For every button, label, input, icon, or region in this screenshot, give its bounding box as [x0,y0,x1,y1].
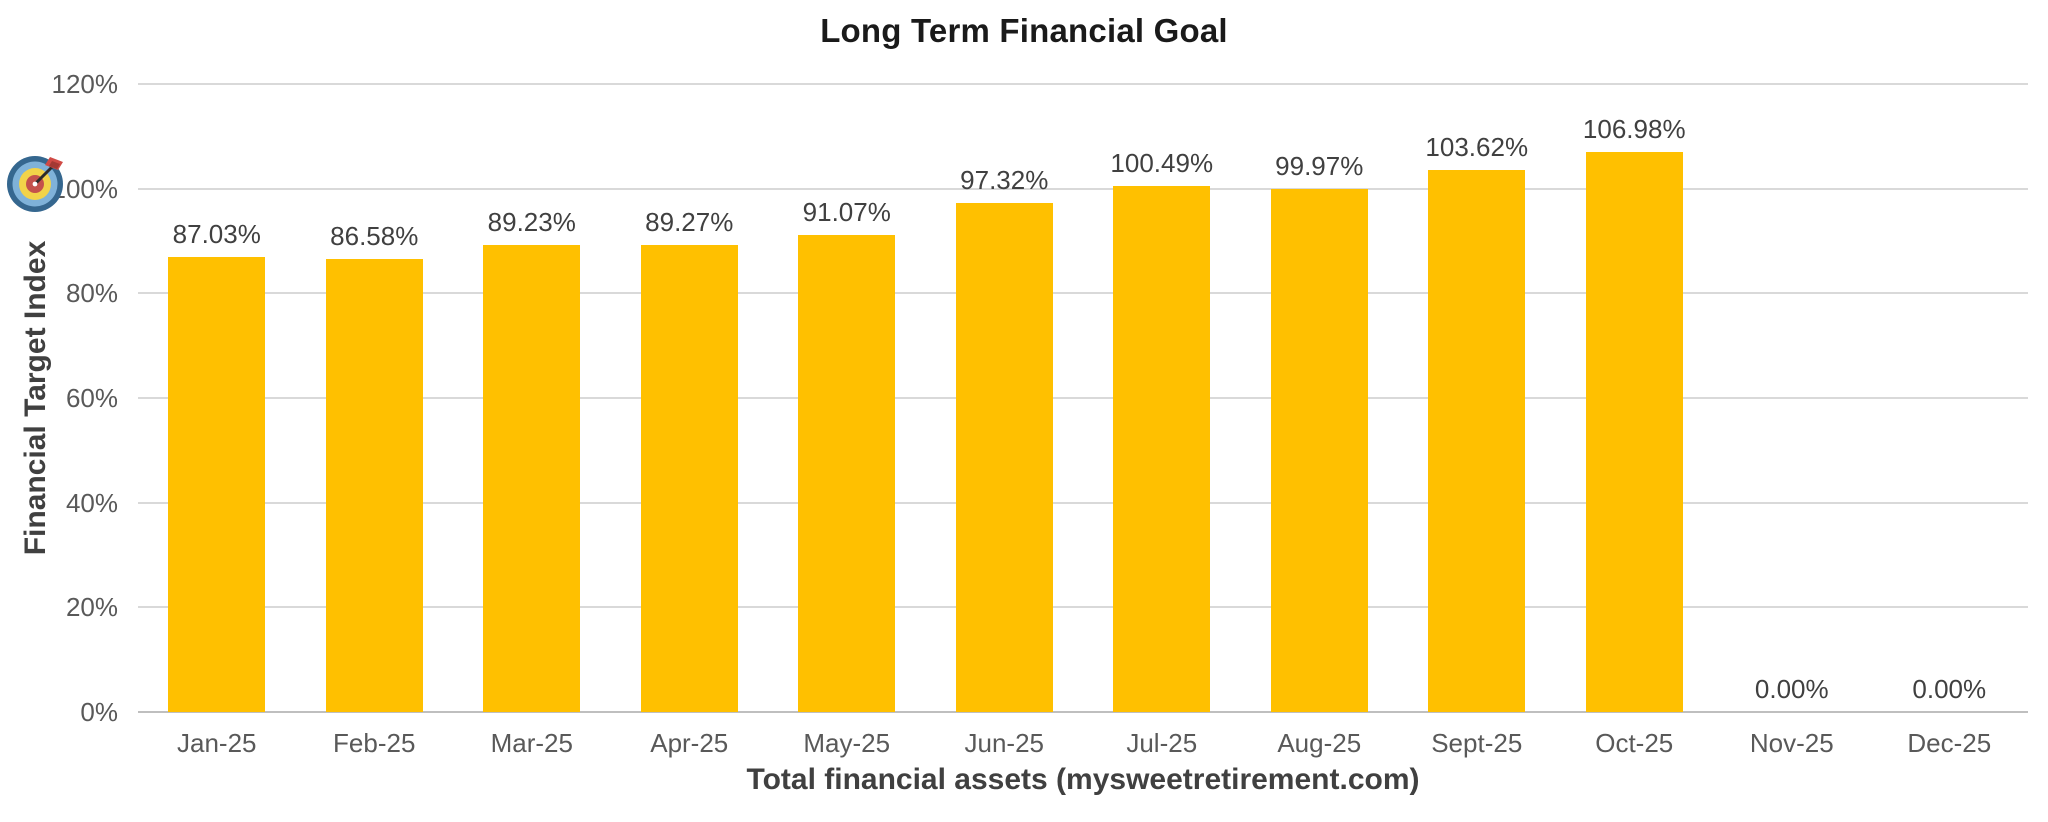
value-label-Dec-25: 0.00% [1912,674,1987,704]
x-tick-label-Aug-25: Aug-25 [1277,728,1362,758]
x-tick-label-May-25: May-25 [803,728,891,758]
gridline-40% [138,501,2028,504]
bar-Jun-25 [955,202,1053,712]
x-tick-label-Mar-25: Mar-25 [490,728,573,758]
y-tick-label-120%: 120% [51,69,119,99]
x-tick-label-Feb-25: Feb-25 [333,728,416,758]
x-tick-label-Jul-25: Jul-25 [1126,728,1198,758]
x-tick-label-Apr-25: Apr-25 [650,728,729,758]
value-label-Mar-25: 89.23% [487,207,576,238]
value-label-Feb-25: 86.58% [330,220,419,251]
x-tick-label-Jun-25: Jun-25 [964,728,1045,758]
bar-Jul-25 [1113,186,1211,712]
gridline-80% [138,292,2028,295]
y-tick-label-20%: 20% [65,592,118,623]
gridline-120% [138,83,2028,85]
y-tick-label-80%: 80% [65,278,118,309]
target-dartboard-icon [6,152,68,214]
bar-May-25 [798,235,896,712]
value-label-Jan-25: 87.03% [172,218,261,249]
x-tick-label-Oct-25: Oct-25 [1595,728,1674,758]
gridline-100% [138,187,2028,190]
x-tick-label-Dec-25: Dec-25 [1907,728,1992,758]
bar-Sept-25 [1428,169,1526,712]
value-label-Jun-25: 97.32% [960,164,1049,195]
chart-title: Long Term Financial Goal [820,12,1228,49]
value-label-Aug-25: 99.97% [1275,150,1364,181]
value-label-Apr-25: 89.27% [645,206,734,237]
gridline-20% [138,606,2028,609]
bar-Aug-25 [1270,188,1368,712]
bar-Feb-25 [325,258,423,712]
x-tick-label-Sept-25: Sept-25 [1431,728,1523,758]
x-axis-title: Total financial assets (mysweetretiremen… [746,763,1420,796]
value-label-Sept-25: 103.62% [1425,131,1529,162]
value-label-May-25: 91.07% [802,197,891,228]
x-axis-baseline [138,711,2028,713]
value-label-Oct-25: 106.98% [1582,114,1686,145]
gridline-60% [138,397,2028,399]
value-label-Jul-25: 100.49% [1110,148,1214,179]
bar-Oct-25 [1585,152,1683,712]
y-tick-label-0%: 0% [80,697,118,727]
y-tick-label-40%: 40% [65,487,118,518]
y-tick-label-60%: 60% [65,383,118,413]
value-label-Nov-25: 0.00% [1754,674,1829,704]
bar-Mar-25 [483,245,581,712]
x-tick-label-Nov-25: Nov-25 [1749,728,1834,758]
x-tick-label-Jan-25: Jan-25 [177,728,257,758]
bar-Jan-25 [168,256,266,712]
bar-Apr-25 [640,244,738,712]
